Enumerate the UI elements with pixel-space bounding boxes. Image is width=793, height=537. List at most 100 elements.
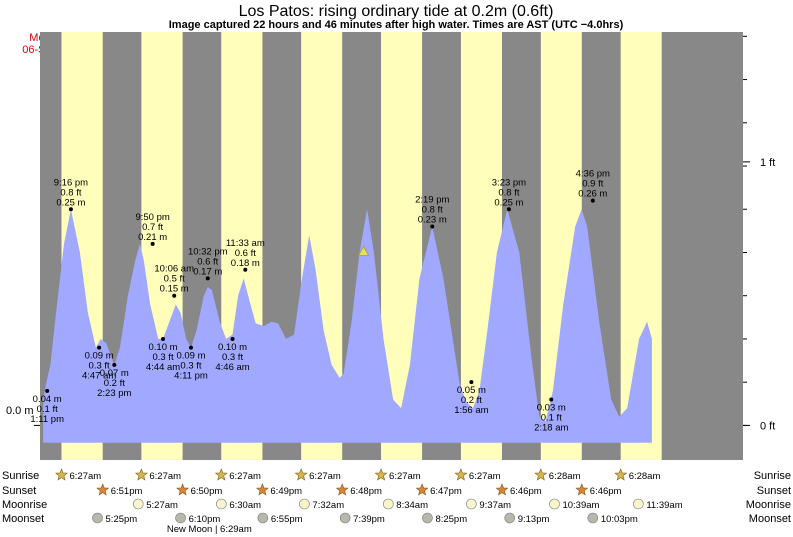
moonrise-time: 9:37am bbox=[479, 500, 511, 511]
extreme-label: 10:32 pm bbox=[188, 246, 228, 257]
sunset-icon bbox=[96, 483, 110, 496]
extreme-label: 0.8 ft bbox=[60, 187, 81, 198]
moonset-time: 6:10pm bbox=[189, 514, 221, 525]
sunrise-icon bbox=[374, 468, 388, 481]
extreme-point bbox=[45, 388, 50, 393]
sunset-icon bbox=[495, 483, 509, 496]
moonrise-icon bbox=[299, 498, 310, 510]
extreme-label: 4:36 pm bbox=[576, 169, 610, 180]
extreme-point bbox=[506, 207, 511, 212]
right-axis: 1 ft 0 ft bbox=[34, 35, 775, 432]
moonset-time: 5:25pm bbox=[106, 514, 138, 525]
sunrise-time: 6:27am bbox=[389, 471, 421, 482]
extreme-label: 0.05 m bbox=[457, 385, 486, 396]
sunrise-icon bbox=[55, 468, 68, 481]
extreme-label: 0.2 ft bbox=[104, 378, 125, 389]
extreme-label: 4:11 pm bbox=[174, 371, 208, 382]
extreme-label: 0.10 m bbox=[218, 342, 247, 353]
sunrise-icon bbox=[534, 468, 548, 481]
extreme-label: 0.8 ft bbox=[422, 205, 443, 216]
sunset-time: 6:49pm bbox=[270, 486, 302, 497]
extreme-label: 0.04 m bbox=[33, 394, 62, 405]
extreme-label: 0.03 m bbox=[537, 402, 566, 413]
sunrise-icon bbox=[214, 468, 228, 481]
extreme-point bbox=[161, 336, 166, 341]
extreme-label: 2:18 am bbox=[534, 422, 568, 433]
extreme-label: 2:23 pm bbox=[97, 388, 131, 399]
sunset-time: 6:46pm bbox=[510, 486, 542, 497]
moonset-time: 6:55pm bbox=[271, 514, 303, 525]
sunrise-time: 6:27am bbox=[69, 471, 101, 482]
extreme-label: 9:16 pm bbox=[54, 177, 88, 188]
moonset-icon bbox=[587, 512, 599, 524]
sunset-icon bbox=[176, 483, 190, 496]
extreme-point bbox=[590, 198, 595, 203]
moonset-time: 10:03pm bbox=[601, 514, 638, 525]
extreme-label: 0.18 m bbox=[231, 258, 260, 269]
extreme-label: 3:23 pm bbox=[492, 177, 526, 188]
chart-title: Los Patos: rising ordinary tide at 0.2m … bbox=[239, 3, 554, 20]
moonrise-time: 6:30am bbox=[229, 500, 261, 511]
moonrise-row-label: Moonrise bbox=[2, 499, 47, 511]
right-tick-label: 0 ft bbox=[760, 420, 775, 432]
extreme-label: 0.23 m bbox=[418, 215, 447, 226]
extreme-label: 0.9 ft bbox=[582, 179, 603, 190]
sunset-time: 6:47pm bbox=[430, 486, 462, 497]
current-tide-marker bbox=[357, 245, 370, 256]
moonrise-icon bbox=[132, 498, 144, 510]
extreme-label: 2:19 pm bbox=[415, 195, 449, 206]
right-tick-label: 1 ft bbox=[760, 157, 775, 169]
moonrise-time: 11:39am bbox=[646, 500, 682, 511]
sunrise-time: 6:27am bbox=[149, 471, 181, 482]
sunset-icon bbox=[335, 483, 349, 496]
extreme-point bbox=[430, 224, 435, 229]
moonrise-icon bbox=[549, 498, 560, 510]
moonset-icon bbox=[92, 512, 103, 524]
moonrise-time: 10:39am bbox=[562, 500, 599, 511]
extreme-label: 0.6 ft bbox=[235, 248, 256, 259]
sunset-time: 6:48pm bbox=[350, 486, 382, 497]
chart-subtitle: Image captured 22 hours and 46 minutes a… bbox=[169, 19, 624, 31]
moonset-time: 8:25pm bbox=[435, 514, 467, 525]
moonrise-row-label-right: Moonrise bbox=[746, 499, 791, 511]
sunset-row-label: Sunset bbox=[2, 485, 36, 497]
extreme-label: 0.3 ft bbox=[89, 361, 110, 372]
left-axis-label: 0.0 m bbox=[6, 405, 34, 417]
extreme-point bbox=[68, 207, 73, 212]
sunset-row-label-right: Sunset bbox=[757, 485, 791, 497]
sunset-icon bbox=[255, 483, 269, 496]
extreme-label: 0.10 m bbox=[149, 342, 178, 353]
moonrise-icon bbox=[633, 498, 644, 510]
sunrise-time: 6:28am bbox=[629, 471, 661, 482]
extreme-label: 9:50 pm bbox=[135, 212, 169, 223]
extreme-label: 0.21 m bbox=[138, 232, 167, 243]
extreme-point bbox=[150, 241, 155, 246]
moonset-icon bbox=[175, 512, 186, 524]
extreme-label: 0.07 m bbox=[100, 368, 129, 379]
extreme-point bbox=[97, 345, 102, 350]
extreme-point bbox=[230, 336, 235, 341]
sunset-time: 6:51pm bbox=[111, 486, 143, 497]
moonrise-time: 7:32am bbox=[312, 500, 344, 511]
extreme-label: 0.3 ft bbox=[180, 361, 201, 372]
moonrise-time: 8:34am bbox=[396, 500, 428, 511]
extreme-label: 0.3 ft bbox=[152, 352, 173, 363]
extreme-point bbox=[243, 267, 248, 272]
extreme-label: 0.6 ft bbox=[197, 256, 218, 267]
sunset-time: 6:50pm bbox=[191, 486, 223, 497]
extreme-label: 1:11 pm bbox=[30, 414, 64, 425]
extreme-label: 0.17 m bbox=[193, 266, 222, 277]
extreme-label: 0.25 m bbox=[494, 197, 523, 208]
sunrise-row-label-right: Sunrise bbox=[754, 470, 791, 482]
extreme-point bbox=[112, 362, 117, 367]
astronomy-rows: Sunrise Sunrise 6:27am 6:27am 6:27am 6:27am 6:… bbox=[2, 468, 791, 535]
extreme-point bbox=[549, 397, 554, 402]
sunrise-icon bbox=[614, 468, 628, 481]
extreme-label: 0.8 ft bbox=[498, 187, 519, 198]
extreme-label: 0.1 ft bbox=[37, 404, 58, 415]
extreme-label: 4:44 am bbox=[146, 362, 180, 373]
extreme-label: 0.3 ft bbox=[222, 352, 243, 363]
extreme-point bbox=[205, 276, 210, 281]
extreme-point bbox=[188, 345, 193, 350]
